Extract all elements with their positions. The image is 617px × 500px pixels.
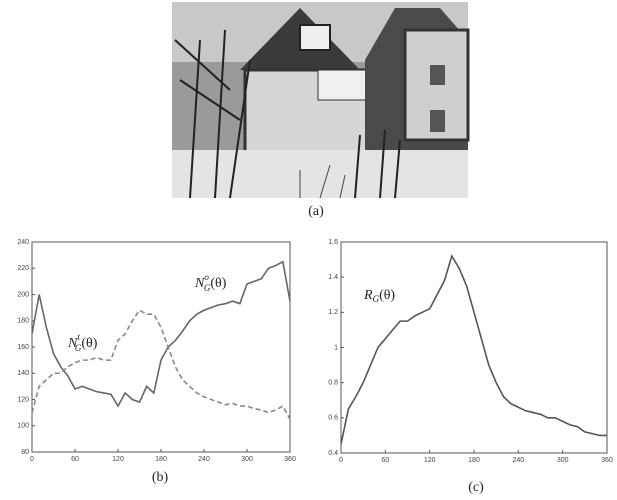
y-tick-label: 140 <box>17 370 29 377</box>
x-tick-label: 360 <box>601 457 613 464</box>
photo <box>172 2 468 198</box>
x-tick-label: 180 <box>468 457 480 464</box>
x-tick-label: 360 <box>284 456 296 463</box>
x-tick-label: 0 <box>339 457 343 464</box>
y-tick-label: 160 <box>17 344 29 351</box>
x-tick-label: 0 <box>30 456 34 463</box>
figure: (a) 801001201401601802002202400601201802… <box>0 0 617 500</box>
series-line <box>32 262 290 406</box>
x-tick-label: 120 <box>112 456 124 463</box>
series-label: RG(θ) <box>363 288 395 304</box>
label-arg: (θ) <box>81 336 97 351</box>
label-arg: (θ) <box>210 276 226 291</box>
y-tick-label: 220 <box>17 265 29 272</box>
x-tick-label: 300 <box>241 456 253 463</box>
y-tick-label: 120 <box>17 396 29 403</box>
caption: (c) <box>468 480 484 495</box>
label-arg: (θ) <box>379 288 395 303</box>
y-tick-label: 1.2 <box>328 309 338 316</box>
y-tick-label: 240 <box>17 239 29 246</box>
x-tick-label: 300 <box>557 457 569 464</box>
y-tick-label: 0.6 <box>328 415 338 422</box>
label-sup: t <box>77 332 80 342</box>
caption: (a) <box>308 204 324 219</box>
label-sup: o <box>204 272 209 282</box>
x-tick-label: 180 <box>155 456 167 463</box>
x-tick-label: 60 <box>381 457 389 464</box>
y-tick-label: 180 <box>17 318 29 325</box>
series-line <box>32 310 290 419</box>
y-tick-label: 1 <box>334 344 338 351</box>
figure-canvas: (a) 801001201401601802002202400601201802… <box>0 0 617 500</box>
x-tick-label: 240 <box>512 457 524 464</box>
y-tick-label: 0.8 <box>328 380 338 387</box>
plot-frame <box>341 242 607 453</box>
x-tick-label: 240 <box>198 456 210 463</box>
y-tick-label: 80 <box>21 449 29 456</box>
y-tick-label: 1.6 <box>328 239 338 246</box>
y-tick-label: 100 <box>17 423 29 430</box>
series-line <box>341 256 607 444</box>
y-tick-label: 1.4 <box>328 274 338 281</box>
x-tick-label: 60 <box>71 456 79 463</box>
x-tick-label: 120 <box>424 457 436 464</box>
caption: (b) <box>152 470 169 485</box>
y-tick-label: 200 <box>17 291 29 298</box>
y-tick-label: 0.4 <box>328 450 338 457</box>
label-base: R <box>363 288 373 303</box>
